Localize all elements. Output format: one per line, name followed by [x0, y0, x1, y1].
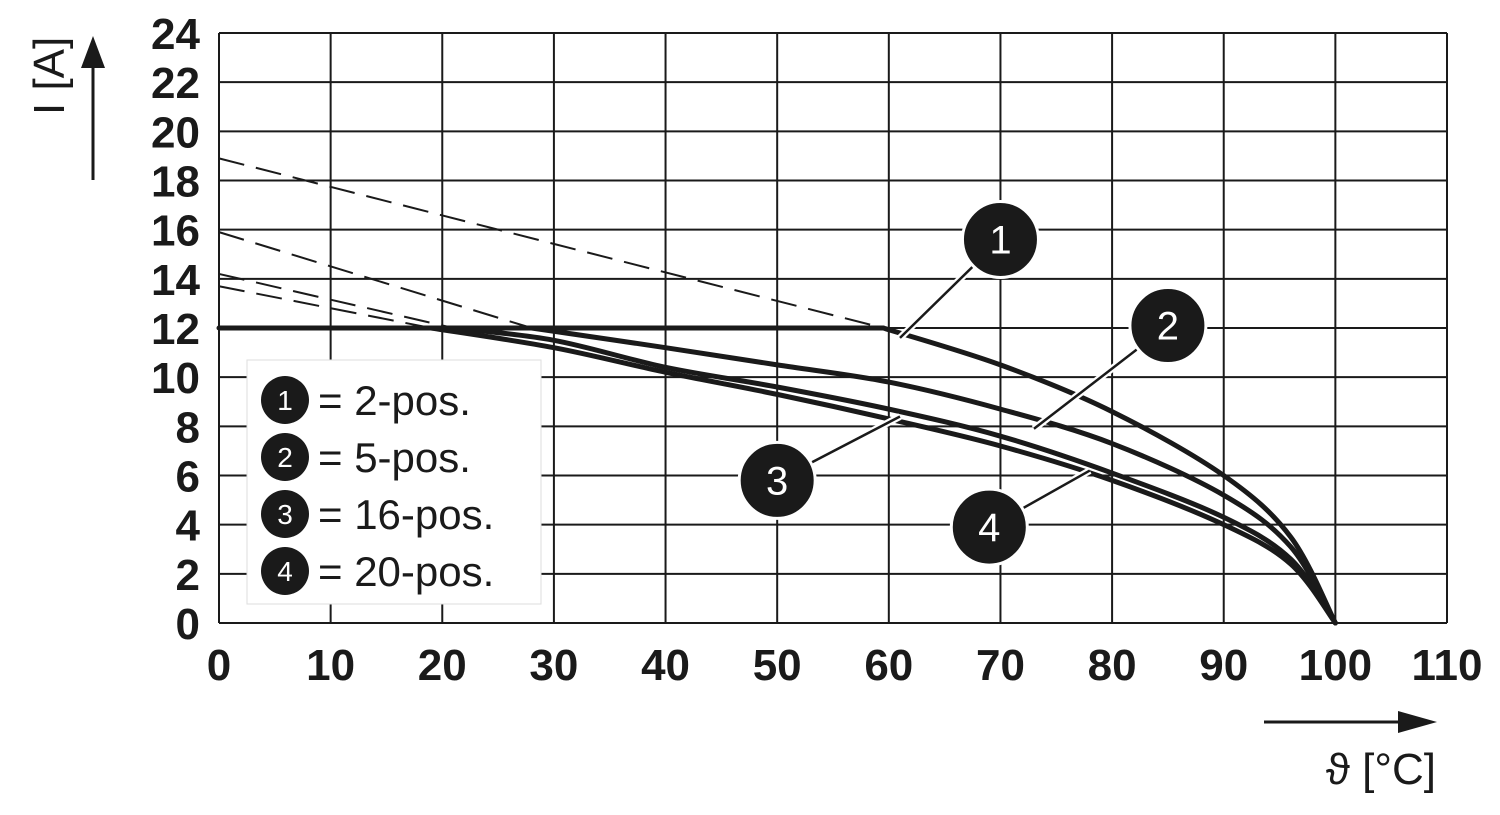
callout-badge-label: 4 [978, 506, 1000, 550]
legend-item-label: = 16-pos. [318, 491, 494, 538]
tick-labels: 0 10 20 30 40 50 60 70 80 90 100 110024681012141618… [151, 10, 1482, 690]
y-tick-label: 0 [176, 600, 200, 649]
legend-badge-label: 1 [277, 385, 293, 416]
y-tick-label: 2 [176, 551, 200, 600]
x-tick-label: 20 [418, 641, 467, 690]
legend-badge-3 [261, 490, 309, 538]
callout-badge-label: 1 [989, 219, 1011, 263]
x-tick-label: 70 [976, 641, 1025, 690]
y-tick-label: 22 [151, 59, 200, 108]
curve-callouts: 1 2 3 4 [737, 200, 1208, 567]
legend-item-label: = 20-pos. [318, 548, 494, 595]
y-tick-label: 10 [151, 354, 200, 403]
y-tick-label: 24 [151, 10, 200, 59]
legend-badge-1 [261, 376, 309, 424]
x-tick-label: 100 [1299, 641, 1372, 690]
y-tick-label: 6 [176, 453, 200, 502]
legend-badge-4 [261, 547, 309, 595]
x-tick-label: 10 [306, 641, 355, 690]
x-tick-label: 80 [1088, 641, 1137, 690]
y-tick-label: 8 [176, 403, 200, 452]
legend-badge-label: 3 [277, 499, 293, 530]
derating-curve-3 [450, 325, 1338, 626]
dashed-extension-3 [218, 272, 454, 329]
dashed-extensions [218, 157, 884, 329]
callout-badge-4 [949, 487, 1029, 567]
dashed-extension-2 [218, 231, 532, 329]
legend-badge-2 [261, 433, 309, 481]
callout-badge-label: 2 [1157, 305, 1179, 349]
legend: 1 = 2-pos. 2 = 5-pos. 3 = 16-pos. 4 = 20-pos. [246, 359, 542, 605]
callout-badge-3 [737, 440, 817, 520]
y-tick-label: 20 [151, 108, 200, 157]
x-tick-label: 30 [529, 641, 578, 690]
y-tick-label: 16 [151, 207, 200, 256]
y-tick-label: 4 [176, 502, 201, 551]
callout-badge-label: 3 [766, 459, 788, 503]
x-tick-label: 0 [207, 641, 231, 690]
x-axis-arrow-head [1398, 711, 1437, 733]
derating-curve-2 [529, 325, 1338, 626]
legend-badge-label: 4 [277, 556, 293, 587]
grid [218, 32, 1448, 624]
x-tick-label: 90 [1199, 641, 1248, 690]
callout-badge-2 [1128, 286, 1208, 366]
x-tick-label: 110 [1412, 641, 1483, 690]
x-tick-label: 50 [753, 641, 802, 690]
dashed-extension-1 [218, 157, 884, 329]
y-axis-title-group: I [A] [25, 36, 105, 180]
callout-badge-1 [960, 200, 1040, 279]
y-tick-label: 18 [151, 158, 200, 207]
x-tick-label: 40 [641, 641, 690, 690]
y-tick-label: 12 [151, 305, 200, 354]
derating-curve-1 [880, 325, 1338, 626]
x-axis-title-group: ϑ [°C] [1264, 711, 1437, 794]
x-axis-title: ϑ [°C] [1326, 745, 1436, 794]
y-tick-label: 14 [151, 256, 200, 305]
legend-item-label: = 5-pos. [318, 434, 471, 481]
derating-curve-4 [428, 325, 1338, 626]
legend-item-label: = 2-pos. [318, 377, 471, 424]
derating-curves [216, 325, 1338, 626]
y-axis-title: I [A] [25, 37, 74, 115]
y-axis-arrow-head [81, 36, 105, 68]
x-tick-label: 60 [864, 641, 913, 690]
dashed-extension-4 [218, 285, 432, 329]
legend-badge-label: 2 [277, 442, 293, 473]
